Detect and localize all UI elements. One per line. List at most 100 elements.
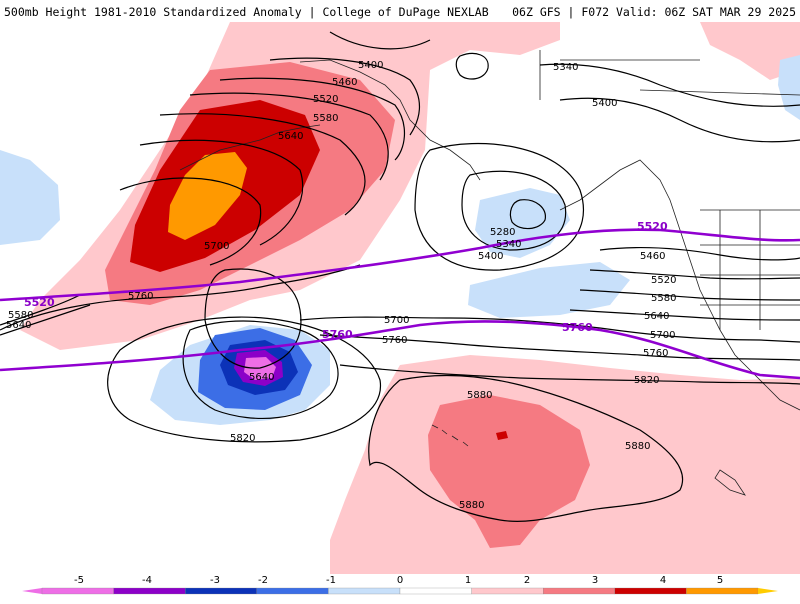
thickness-5760 xyxy=(0,320,800,380)
contour-label: 5520 xyxy=(651,275,676,286)
contour-5880-north xyxy=(368,374,684,522)
contour-5700-low-inner xyxy=(455,52,489,80)
contour-label: 5700 xyxy=(384,315,409,326)
contour-labels: 5400 5460 5520 5580 5640 5700 5760 5580 … xyxy=(6,60,676,511)
contour-label: 5340 xyxy=(553,62,578,73)
us-state-lines xyxy=(700,209,800,330)
contour-5580-east xyxy=(579,289,800,301)
contour-low-5700 xyxy=(204,268,302,369)
contour-5280-center xyxy=(509,199,546,230)
canada-interior xyxy=(539,50,800,100)
contour-label: 5400 xyxy=(358,60,383,71)
contour-low-5760 xyxy=(182,320,339,419)
contour-label: 5880 xyxy=(459,500,484,511)
contour-5580-west xyxy=(0,294,81,326)
contour-label: 5700 xyxy=(204,241,229,252)
contour-5640-west xyxy=(0,304,91,336)
contour-label: 5640 xyxy=(249,372,274,383)
colorbar-tick-label: 3 xyxy=(591,575,599,586)
contour-5820-east xyxy=(339,364,800,385)
colorbar-tick-label: 4 xyxy=(659,575,667,586)
colorbar-tick-label: 2 xyxy=(523,575,531,586)
map-title: 500mb Height 1981-2010 Standardized Anom… xyxy=(4,5,489,19)
model-run-info: 06Z GFS | F072 Valid: 06Z SAT MAR 29 202… xyxy=(512,5,796,19)
contour-5340-north xyxy=(329,31,431,50)
colorbar-segment xyxy=(399,587,472,595)
anomaly-fills xyxy=(0,22,800,574)
contour-5520-east xyxy=(589,269,800,280)
colorbar-segment xyxy=(185,587,257,595)
colorbar-tick-label: -2 xyxy=(258,575,268,586)
contour-5760-west xyxy=(0,264,361,331)
height-contours xyxy=(0,31,800,522)
negative-anomaly-ne xyxy=(778,55,800,120)
contour-label: 5520 xyxy=(313,94,338,105)
contour-label: 5280 xyxy=(490,227,515,238)
contour-label: 5760 xyxy=(643,348,668,359)
contour-label: 5820 xyxy=(230,433,255,444)
contour-5460-north xyxy=(219,77,406,161)
contour-label: 5700 xyxy=(650,330,675,341)
thickness-label: 5760 xyxy=(562,321,593,334)
contour-label: 5760 xyxy=(382,335,407,346)
contour-label: 5640 xyxy=(278,131,303,142)
colorbar-tick-label: 1 xyxy=(464,575,472,586)
colorbar-segment xyxy=(256,587,329,595)
colorbar-tick-label: -3 xyxy=(210,575,220,586)
colorbar-tick-label: 5 xyxy=(716,575,724,586)
thickness-label: 5760 xyxy=(322,328,353,341)
anomaly-colorbar: -5 -4 -3 -2 -1 0 1 2 3 4 5 xyxy=(0,574,800,600)
contour-label: 5460 xyxy=(640,251,665,262)
coastlines xyxy=(179,50,800,496)
contour-5520-north xyxy=(189,92,389,181)
thickness-label: 5520 xyxy=(637,220,668,233)
contour-5340-ne xyxy=(539,63,800,107)
contour-label: 5580 xyxy=(651,293,676,304)
contour-5700-north xyxy=(119,177,262,266)
baja-coast xyxy=(714,469,746,496)
contour-label: 5640 xyxy=(6,320,31,331)
negative-anomaly-mid xyxy=(468,262,630,318)
contour-label: 5580 xyxy=(313,113,338,124)
alaska-coast xyxy=(299,59,481,181)
colorbar-segment xyxy=(686,587,759,595)
contour-label: 5880 xyxy=(467,390,492,401)
negative-anomaly-central xyxy=(475,188,570,258)
colorbar-left-extension xyxy=(22,588,42,594)
contour-label: 5640 xyxy=(644,311,669,322)
positive-anomaly-4 xyxy=(168,152,247,240)
contour-5760-mid xyxy=(319,334,800,361)
colorbar-tick-label: -1 xyxy=(326,575,336,586)
contour-5640-north xyxy=(139,139,304,246)
colorbar-segment xyxy=(41,587,114,595)
contour-5700-mid xyxy=(299,316,800,343)
thickness-label: 5520 xyxy=(24,296,55,309)
contour-label: 5580 xyxy=(8,310,33,321)
contour-label: 5460 xyxy=(332,77,357,88)
positive-anomaly-south-3 xyxy=(496,431,508,440)
positive-anomaly-ne xyxy=(700,22,800,80)
hawaii-islands xyxy=(431,424,469,447)
map-panel[interactable]: 5400 5460 5520 5580 5640 5700 5760 5580 … xyxy=(0,22,800,574)
colorbar-right-extension xyxy=(758,588,778,594)
colorbar-tick-label: 0 xyxy=(396,575,404,586)
colorbar-segment xyxy=(113,587,186,595)
contour-5400-ne xyxy=(559,97,800,143)
contour-label: 5400 xyxy=(592,98,617,109)
thickness-contours xyxy=(0,228,800,380)
contour-5400-center xyxy=(414,142,585,271)
contour-label: 5880 xyxy=(625,441,650,452)
colorbar-segment xyxy=(614,587,687,595)
contour-5460-east xyxy=(599,246,800,261)
contour-5400-north xyxy=(269,57,420,136)
contour-low-5820 xyxy=(107,316,382,443)
contour-label: 5340 xyxy=(496,239,521,250)
positive-anomaly-south-2 xyxy=(428,395,590,548)
contour-label: 5760 xyxy=(128,291,153,302)
thickness-5520 xyxy=(0,228,800,302)
colorbar-svg xyxy=(22,587,778,595)
contour-label: 5820 xyxy=(634,375,659,386)
anomaly-map[interactable]: 5400 5460 5520 5580 5640 5700 5760 5580 … xyxy=(0,22,800,574)
contour-label: 5400 xyxy=(478,251,503,262)
contour-5580-north xyxy=(159,113,366,216)
